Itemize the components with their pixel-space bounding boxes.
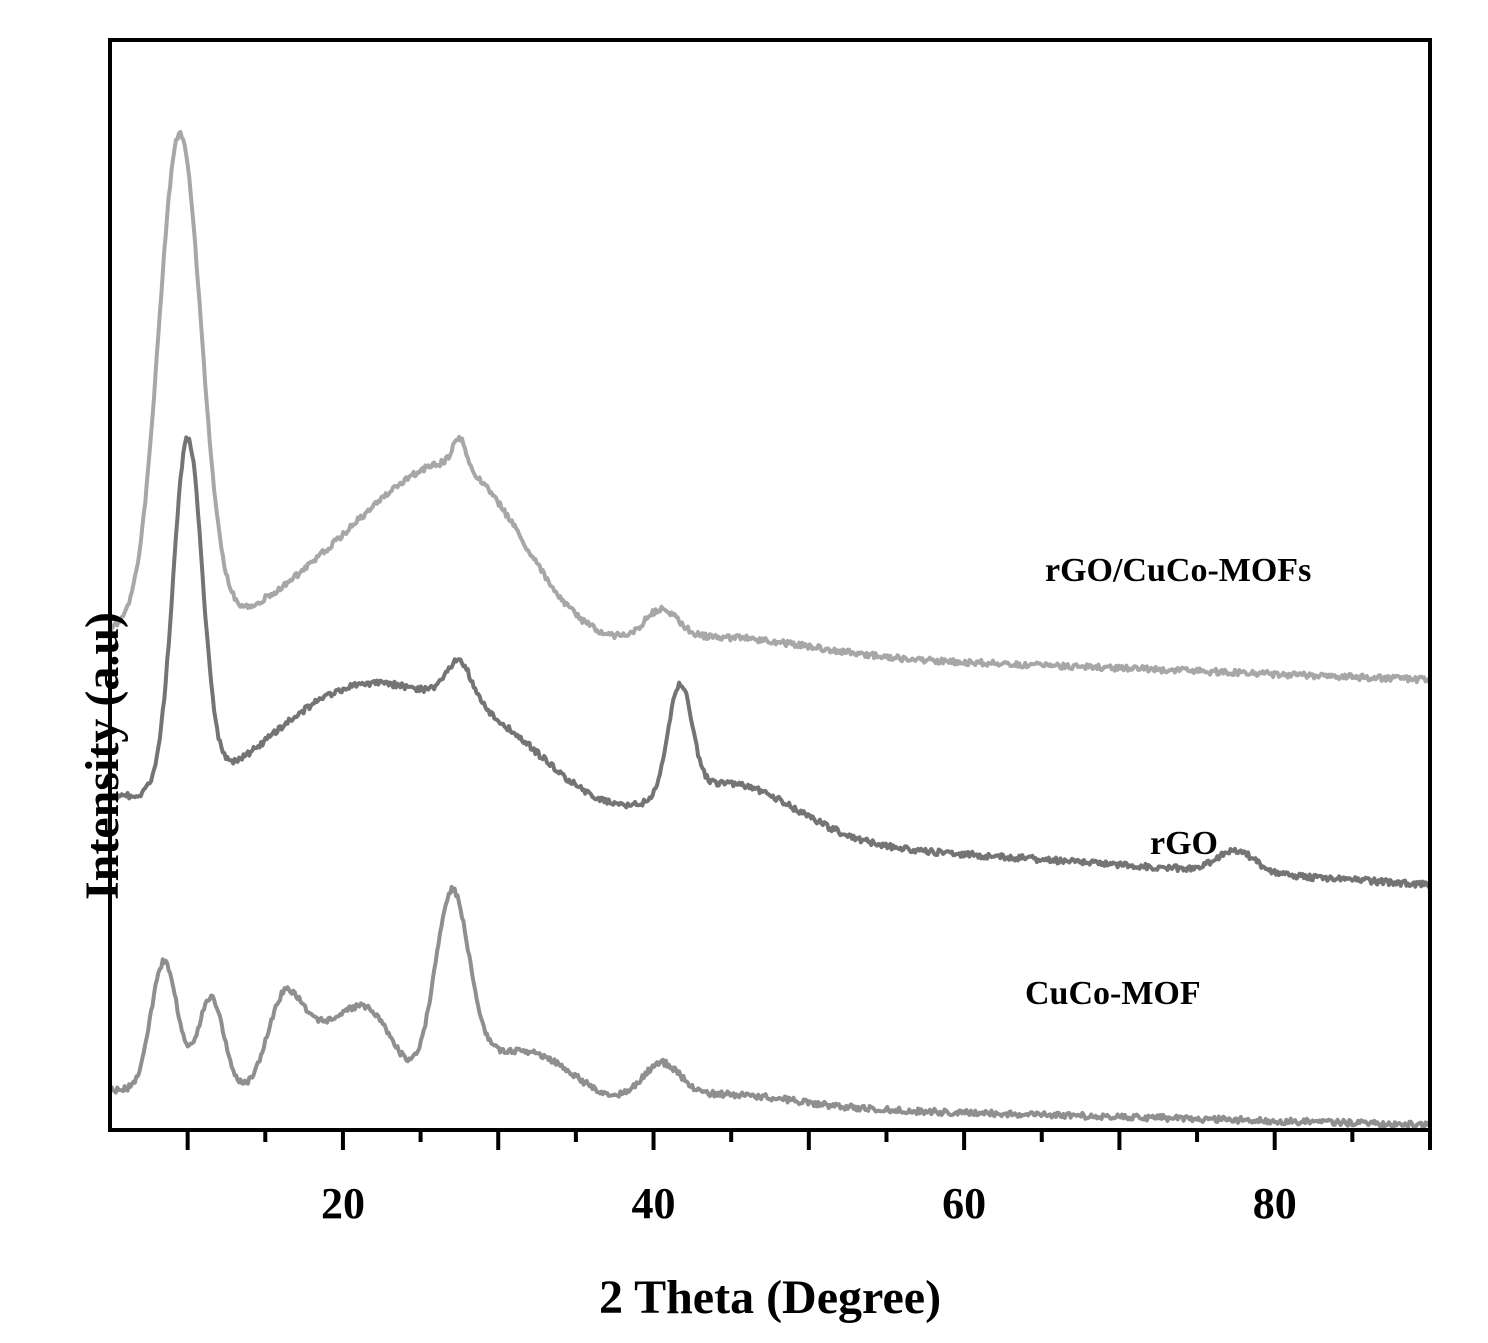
x-tick-label: 20 xyxy=(321,1178,365,1229)
xrd-curve-rgo xyxy=(110,437,1430,886)
series-label-rgo: rGO xyxy=(1150,825,1218,863)
y-axis-label: Intensity (a.u) xyxy=(75,612,130,900)
xrd-curve-cuco-mof xyxy=(110,887,1430,1128)
xrd-curve-rgo-cuco-mofs xyxy=(110,132,1430,682)
series-label-cuco-mof: CuCo-MOF xyxy=(1025,975,1201,1013)
series-label-rgo-cuco-mofs: rGO/CuCo-MOFs xyxy=(1045,552,1311,590)
x-tick-label: 40 xyxy=(632,1178,676,1229)
figure-root: Intensity (a.u) 2 Theta (Degree) 20 40 60 8… xyxy=(0,0,1488,1343)
plot-area xyxy=(0,0,1488,1343)
x-tick-label: 60 xyxy=(942,1178,986,1229)
x-tick-label: 80 xyxy=(1253,1178,1297,1229)
x-axis-label: 2 Theta (Degree) xyxy=(110,1270,1430,1325)
xrd-svg xyxy=(0,0,1488,1343)
